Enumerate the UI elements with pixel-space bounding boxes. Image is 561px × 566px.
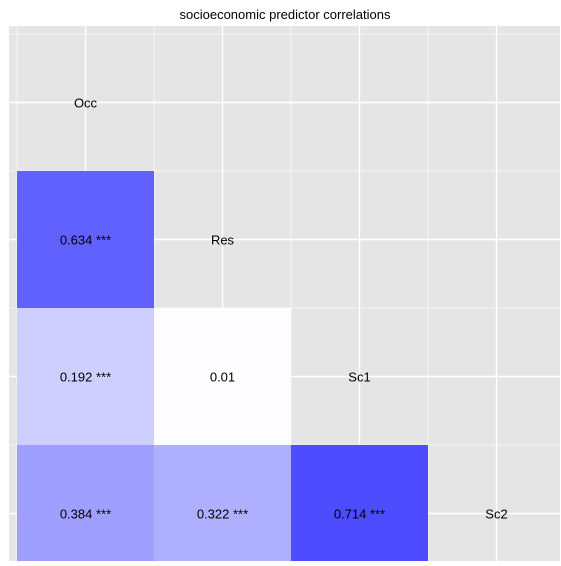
correlation-cell-sc2-res xyxy=(154,445,291,566)
correlation-cell-sc1-occ xyxy=(17,308,154,445)
correlation-cell-sc2-occ xyxy=(17,445,154,566)
correlation-cell-res-occ xyxy=(17,171,154,308)
cell-value-label: 0.322 *** xyxy=(197,507,248,522)
chart-title: socioeconomic predictor correlations xyxy=(180,7,391,22)
cell-value-label: 0.384 *** xyxy=(60,507,111,522)
variable-label-sc2: Sc2 xyxy=(485,507,507,522)
cell-value-label: 0.01 xyxy=(210,370,235,385)
variable-label-occ: Occ xyxy=(74,96,98,111)
correlation-cell-sc2-sc1 xyxy=(291,445,428,566)
cell-value-label: 0.192 *** xyxy=(60,370,111,385)
correlation-cells xyxy=(17,171,428,566)
variable-label-res: Res xyxy=(211,233,235,248)
cell-value-label: 0.714 *** xyxy=(334,507,385,522)
variable-labels: Occ Res Sc1 Sc2 xyxy=(74,96,508,522)
cell-value-label: 0.634 *** xyxy=(60,233,111,248)
cell-labels: 0.634 *** 0.192 *** 0.01 0.384 *** 0.322 ***… xyxy=(60,233,385,522)
correlation-cell-sc1-res xyxy=(154,308,291,445)
variable-label-sc1: Sc1 xyxy=(348,370,370,385)
